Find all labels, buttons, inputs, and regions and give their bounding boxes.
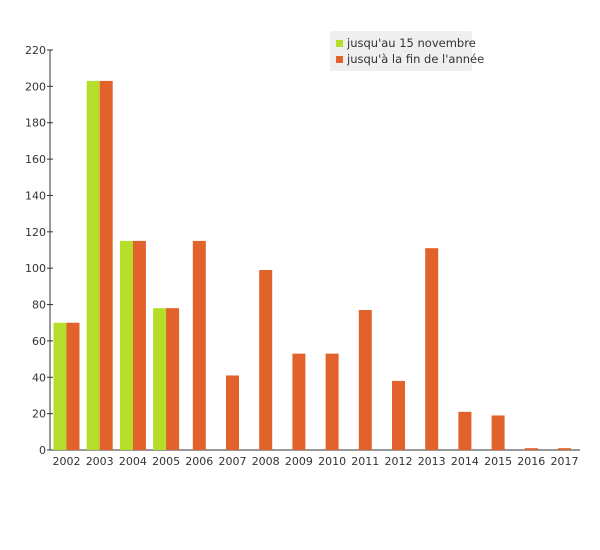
- bar-series-2-2013: [425, 248, 439, 450]
- x-tick-label: 2002: [53, 455, 81, 468]
- legend-item-series-2: jusqu'à la fin de l'année: [336, 52, 484, 66]
- legend: jusqu'au 15 novembre jusqu'à la fin de l…: [330, 31, 484, 71]
- x-tick-label: 2016: [517, 455, 545, 468]
- x-tick-label: 2015: [484, 455, 512, 468]
- legend-swatch-series-2: [336, 55, 343, 63]
- x-tick-label: 2004: [119, 455, 147, 468]
- x-tick-label: 2012: [385, 455, 413, 468]
- bar-series-2-2014: [458, 411, 472, 450]
- x-tick-label: 2011: [351, 455, 379, 468]
- bar-series-1-2004: [119, 240, 133, 450]
- bar-series-2-2009: [292, 353, 306, 450]
- bar-series-2-2002: [66, 322, 80, 450]
- legend-item-series-1: jusqu'au 15 novembre: [336, 36, 476, 50]
- y-tick-label: 220: [25, 44, 46, 57]
- x-tick-label: 2014: [451, 455, 479, 468]
- bar-series-2-2005: [166, 308, 180, 450]
- bar-series-1-2005: [153, 308, 167, 450]
- y-tick-label: 160: [25, 153, 46, 166]
- y-tick-label: 0: [39, 444, 46, 457]
- x-tick-label: 2007: [219, 455, 247, 468]
- bar-series-1-2003: [86, 80, 100, 450]
- bar-series-2-2011: [358, 310, 372, 450]
- x-tick-label: 2017: [551, 455, 579, 468]
- bar-series-2-2016: [524, 448, 538, 450]
- y-axis: 0 20 40 60 80 100 120 140 160 180 200 220: [25, 44, 53, 457]
- y-tick-label: 20: [32, 408, 46, 421]
- bar-series-2-2006: [192, 240, 206, 450]
- y-tick-label: 40: [32, 371, 46, 384]
- bar-series-2-2007: [226, 375, 239, 450]
- x-axis: 2002 2003 2004 2005 2006 2007 2008 2009 2010 2011…: [50, 449, 580, 468]
- bars: [53, 80, 571, 450]
- y-tick-label: 120: [25, 226, 46, 239]
- x-tick-label: 2008: [252, 455, 280, 468]
- legend-label-series-2: jusqu'à la fin de l'année: [347, 52, 485, 66]
- y-tick-label: 180: [25, 117, 46, 130]
- bar-series-2-2003: [99, 80, 113, 450]
- bar-series-2-2008: [259, 270, 273, 450]
- y-tick-label: 80: [32, 299, 46, 312]
- x-tick-label: 2005: [152, 455, 180, 468]
- bar-series-2-2004: [132, 240, 146, 450]
- legend-label-series-1: jusqu'au 15 novembre: [347, 36, 476, 50]
- x-tick-label: 2013: [418, 455, 446, 468]
- legend-swatch-series-1: [336, 39, 343, 47]
- x-tick-label: 2003: [86, 455, 114, 468]
- bar-series-2-2012: [392, 380, 405, 450]
- bar-series-2-2015: [491, 415, 505, 450]
- bar-series-1-2002: [53, 322, 67, 450]
- y-tick-label: 140: [25, 189, 46, 202]
- y-tick-label: 100: [25, 262, 46, 275]
- bar-series-2-2017: [558, 448, 571, 450]
- y-tick-label: 200: [25, 80, 46, 93]
- x-tick-label: 2009: [285, 455, 313, 468]
- x-tick-label: 2006: [185, 455, 213, 468]
- y-tick-label: 60: [32, 335, 46, 348]
- bar-series-2-2010: [325, 353, 339, 450]
- x-tick-label: 2010: [318, 455, 346, 468]
